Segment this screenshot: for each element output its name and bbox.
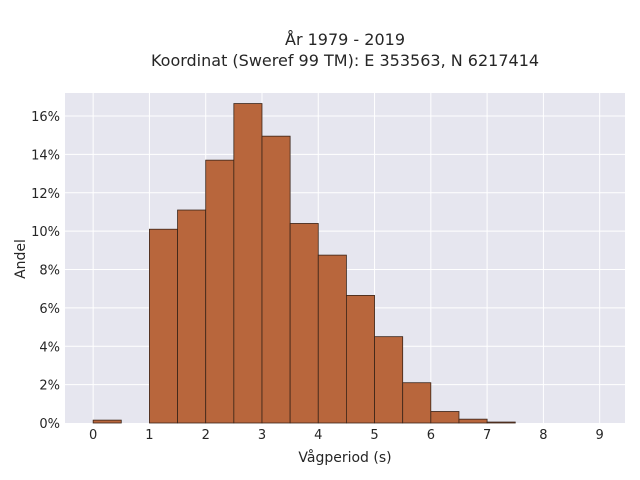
histogram-bar [430,411,460,424]
y-tick-label: 2% [39,379,60,394]
chart-title: År 1979 - 2019 [285,30,405,49]
x-tick-label: 9 [596,428,604,443]
y-tick-labels: 0% 2% 4% 6% 8% 10% 12% 14% 16% [31,110,60,432]
y-tick-label: 0% [39,417,60,432]
chart-subtitle: Koordinat (Sweref 99 TM): E 353563, N 62… [151,51,539,70]
x-axis-label: Vågperiod (s) [298,449,391,466]
histogram-bar [261,135,291,424]
x-tick-label: 6 [427,428,435,443]
y-tick-label: 6% [39,302,60,317]
x-tick-labels: 0 1 2 3 4 5 6 7 8 9 [89,428,604,443]
histogram-bar [233,103,263,424]
x-tick-label: 0 [89,428,97,443]
histogram-bar [402,382,432,424]
y-tick-label: 8% [39,264,60,279]
bars-group [92,103,516,424]
histogram-bar [486,421,516,424]
x-tick-label: 8 [539,428,547,443]
histogram-bar [346,295,375,424]
histogram-bar [149,228,178,424]
histogram-bar [289,223,319,424]
histogram-bar [177,209,207,424]
histogram-bar [205,159,235,424]
y-axis-label: Andel [13,239,29,279]
y-tick-label: 16% [31,110,60,125]
y-tick-label: 4% [39,340,60,355]
x-tick-label: 2 [202,428,210,443]
histogram-bar [92,419,122,424]
histogram-bar [458,418,488,424]
x-tick-label: 3 [258,428,266,443]
x-tick-label: 7 [483,428,491,443]
histogram-bar [374,336,404,424]
y-tick-label: 10% [31,225,60,240]
histogram-bar [317,254,347,424]
x-tick-label: 1 [145,428,153,443]
y-tick-label: 14% [31,148,60,163]
x-tick-label: 5 [370,428,378,443]
x-tick-label: 4 [314,428,322,443]
y-tick-label: 12% [31,187,60,202]
